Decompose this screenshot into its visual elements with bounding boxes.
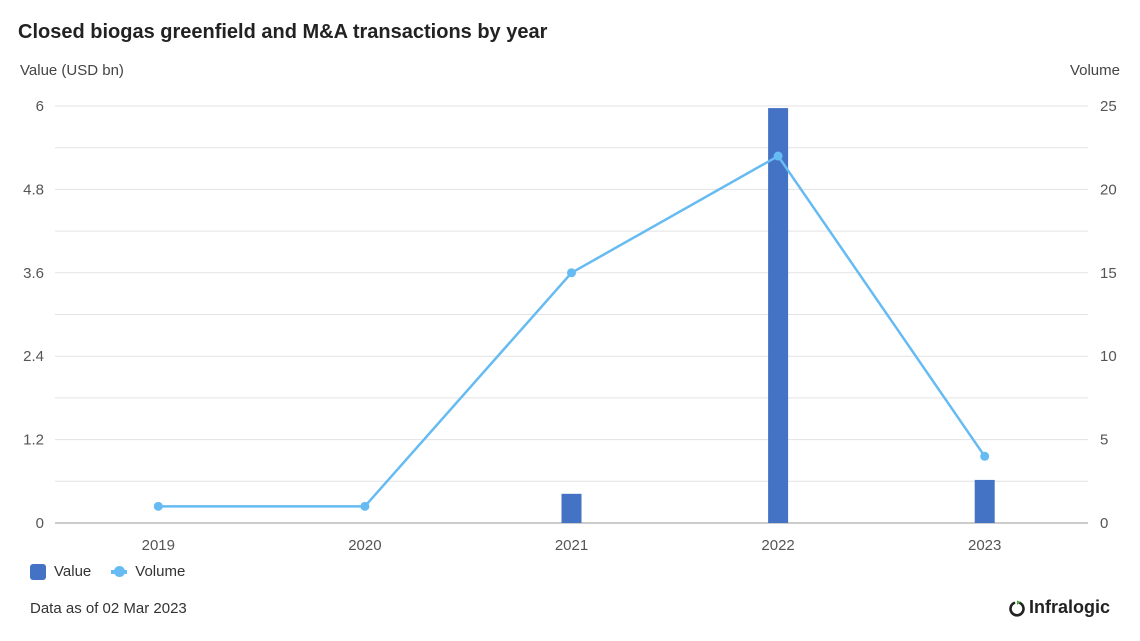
left-axis-ticks: 0 1.2 2.4 3.6 4.8 6 bbox=[23, 98, 44, 532]
volume-point bbox=[360, 501, 370, 511]
legend-label-value: Value bbox=[54, 563, 92, 580]
volume-point bbox=[567, 268, 576, 278]
right-axis-label: Volume bbox=[1069, 62, 1120, 79]
x-tick-label: 2023 bbox=[968, 537, 1001, 554]
left-tick-label: 1.2 bbox=[23, 432, 44, 449]
right-tick-label: 5 bbox=[1100, 432, 1108, 449]
bar-series bbox=[561, 108, 995, 524]
left-tick-label: 0 bbox=[36, 515, 44, 532]
line-series bbox=[153, 151, 990, 511]
legend: Value Volume bbox=[30, 563, 205, 580]
right-tick-label: 15 bbox=[1100, 265, 1117, 282]
value-bar bbox=[561, 493, 582, 523]
left-tick-label: 6 bbox=[36, 98, 44, 115]
right-tick-label: 10 bbox=[1100, 348, 1117, 365]
volume-swatch bbox=[111, 565, 128, 577]
volume-point bbox=[153, 501, 163, 511]
infralogic-logo: Infralogic bbox=[1009, 597, 1110, 618]
left-tick-label: 2.4 bbox=[23, 348, 44, 365]
legend-item-volume[interactable]: Volume bbox=[111, 563, 185, 580]
value-bar bbox=[974, 479, 995, 523]
value-bar bbox=[768, 108, 789, 524]
volume-point bbox=[773, 151, 783, 161]
x-tick-label: 2021 bbox=[555, 537, 588, 554]
legend-label-volume: Volume bbox=[135, 563, 186, 580]
right-tick-label: 20 bbox=[1100, 181, 1117, 198]
x-tick-label: 2020 bbox=[348, 537, 381, 554]
legend-item-value[interactable]: Value bbox=[30, 563, 91, 580]
right-tick-label: 25 bbox=[1100, 98, 1117, 115]
grid-lines bbox=[55, 105, 1088, 524]
chart-title: Closed biogas greenfield and M&A transac… bbox=[18, 21, 548, 43]
x-tick-label: 2022 bbox=[761, 537, 794, 554]
value-swatch bbox=[30, 563, 46, 580]
x-tick-label: 2019 bbox=[142, 537, 175, 554]
left-axis-label: Value (USD bn) bbox=[20, 62, 124, 79]
data-date-note: Data as of 02 Mar 2023 bbox=[30, 600, 187, 617]
left-tick-label: 4.8 bbox=[23, 181, 44, 198]
x-axis-ticks: 2019 2020 2021 2022 2023 bbox=[142, 537, 1002, 554]
left-tick-label: 3.6 bbox=[23, 265, 44, 282]
volume-line bbox=[158, 154, 986, 508]
infralogic-logo-icon bbox=[1009, 600, 1025, 616]
right-tick-label: 0 bbox=[1100, 515, 1108, 532]
volume-point bbox=[980, 451, 990, 461]
right-axis-ticks: 0 5 10 15 20 25 bbox=[1100, 98, 1117, 532]
logo-text: Infralogic bbox=[1028, 597, 1110, 617]
